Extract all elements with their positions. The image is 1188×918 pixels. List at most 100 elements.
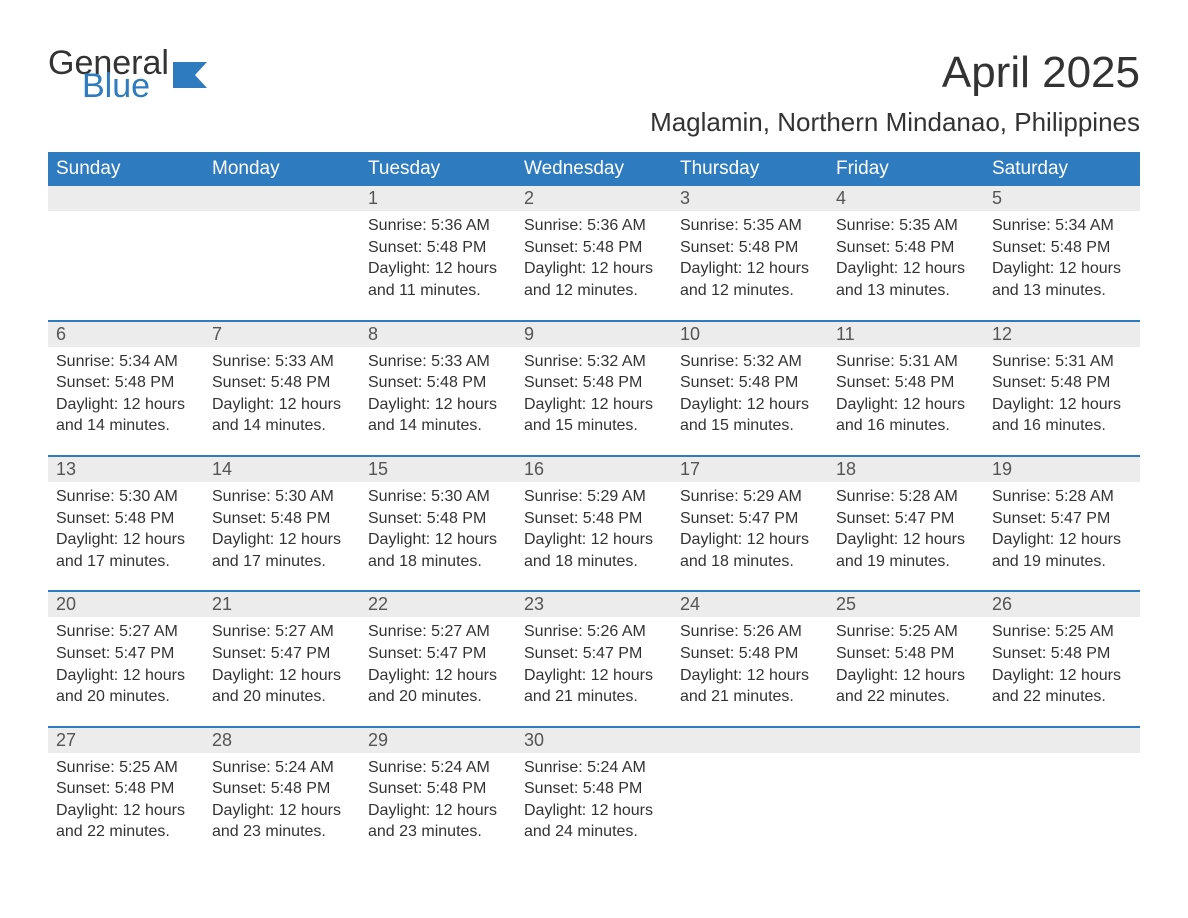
sunset-line: Sunset: 5:47 PM bbox=[56, 643, 196, 665]
sunset-line: Sunset: 5:48 PM bbox=[368, 778, 508, 800]
sunrise-line: Sunrise: 5:28 AM bbox=[992, 486, 1132, 508]
day-info: Sunrise: 5:26 AMSunset: 5:47 PMDaylight:… bbox=[516, 617, 672, 707]
sunrise-line: Sunrise: 5:24 AM bbox=[212, 757, 352, 779]
calendar-cell bbox=[828, 728, 984, 843]
day-header-cell: Monday bbox=[204, 152, 360, 186]
calendar-cell: 21Sunrise: 5:27 AMSunset: 5:47 PMDayligh… bbox=[204, 592, 360, 707]
day-info: Sunrise: 5:30 AMSunset: 5:48 PMDaylight:… bbox=[360, 482, 516, 572]
sunset-line: Sunset: 5:48 PM bbox=[212, 508, 352, 530]
daylight-line-2: and 23 minutes. bbox=[368, 821, 508, 843]
daylight-line-2: and 17 minutes. bbox=[212, 551, 352, 573]
date-number bbox=[828, 728, 984, 753]
day-info: Sunrise: 5:24 AMSunset: 5:48 PMDaylight:… bbox=[360, 753, 516, 843]
daylight-line-1: Daylight: 12 hours bbox=[56, 529, 196, 551]
sunset-line: Sunset: 5:47 PM bbox=[992, 508, 1132, 530]
daylight-line-2: and 15 minutes. bbox=[680, 415, 820, 437]
date-number: 2 bbox=[516, 186, 672, 211]
sunset-line: Sunset: 5:47 PM bbox=[836, 508, 976, 530]
calendar-cell: 4Sunrise: 5:35 AMSunset: 5:48 PMDaylight… bbox=[828, 186, 984, 301]
sunrise-line: Sunrise: 5:34 AM bbox=[992, 215, 1132, 237]
sunrise-line: Sunrise: 5:24 AM bbox=[524, 757, 664, 779]
sunrise-line: Sunrise: 5:25 AM bbox=[56, 757, 196, 779]
calendar-cell: 27Sunrise: 5:25 AMSunset: 5:48 PMDayligh… bbox=[48, 728, 204, 843]
daylight-line-1: Daylight: 12 hours bbox=[524, 258, 664, 280]
sunset-line: Sunset: 5:48 PM bbox=[680, 237, 820, 259]
sunset-line: Sunset: 5:48 PM bbox=[212, 372, 352, 394]
date-number bbox=[204, 186, 360, 211]
date-number: 10 bbox=[672, 322, 828, 347]
day-info: Sunrise: 5:25 AMSunset: 5:48 PMDaylight:… bbox=[984, 617, 1140, 707]
daylight-line-1: Daylight: 12 hours bbox=[212, 529, 352, 551]
sunrise-line: Sunrise: 5:25 AM bbox=[836, 621, 976, 643]
sunset-line: Sunset: 5:48 PM bbox=[56, 372, 196, 394]
sunrise-line: Sunrise: 5:26 AM bbox=[524, 621, 664, 643]
day-info: Sunrise: 5:25 AMSunset: 5:48 PMDaylight:… bbox=[828, 617, 984, 707]
brand-logo: General Blue bbox=[48, 48, 207, 101]
date-number: 5 bbox=[984, 186, 1140, 211]
calendar-cell: 17Sunrise: 5:29 AMSunset: 5:47 PMDayligh… bbox=[672, 457, 828, 572]
sunset-line: Sunset: 5:48 PM bbox=[836, 372, 976, 394]
daylight-line-2: and 24 minutes. bbox=[524, 821, 664, 843]
date-number: 13 bbox=[48, 457, 204, 482]
daylight-line-2: and 19 minutes. bbox=[992, 551, 1132, 573]
day-info: Sunrise: 5:30 AMSunset: 5:48 PMDaylight:… bbox=[204, 482, 360, 572]
day-header-cell: Tuesday bbox=[360, 152, 516, 186]
calendar-cell: 16Sunrise: 5:29 AMSunset: 5:48 PMDayligh… bbox=[516, 457, 672, 572]
daylight-line-1: Daylight: 12 hours bbox=[836, 665, 976, 687]
sunset-line: Sunset: 5:48 PM bbox=[368, 508, 508, 530]
daylight-line-1: Daylight: 12 hours bbox=[368, 394, 508, 416]
daylight-line-2: and 18 minutes. bbox=[524, 551, 664, 573]
daylight-line-1: Daylight: 12 hours bbox=[368, 665, 508, 687]
day-info: Sunrise: 5:36 AMSunset: 5:48 PMDaylight:… bbox=[360, 211, 516, 301]
daylight-line-1: Daylight: 12 hours bbox=[56, 394, 196, 416]
daylight-line-2: and 18 minutes. bbox=[680, 551, 820, 573]
date-number: 19 bbox=[984, 457, 1140, 482]
day-header-cell: Saturday bbox=[984, 152, 1140, 186]
day-info: Sunrise: 5:30 AMSunset: 5:48 PMDaylight:… bbox=[48, 482, 204, 572]
daylight-line-2: and 12 minutes. bbox=[524, 280, 664, 302]
calendar-cell: 18Sunrise: 5:28 AMSunset: 5:47 PMDayligh… bbox=[828, 457, 984, 572]
daylight-line-1: Daylight: 12 hours bbox=[992, 529, 1132, 551]
daylight-line-2: and 15 minutes. bbox=[524, 415, 664, 437]
calendar-week: 20Sunrise: 5:27 AMSunset: 5:47 PMDayligh… bbox=[48, 590, 1140, 707]
sunrise-line: Sunrise: 5:36 AM bbox=[524, 215, 664, 237]
sunset-line: Sunset: 5:47 PM bbox=[368, 643, 508, 665]
sunset-line: Sunset: 5:47 PM bbox=[524, 643, 664, 665]
sunrise-line: Sunrise: 5:31 AM bbox=[836, 351, 976, 373]
daylight-line-1: Daylight: 12 hours bbox=[680, 665, 820, 687]
calendar-cell: 29Sunrise: 5:24 AMSunset: 5:48 PMDayligh… bbox=[360, 728, 516, 843]
date-number: 12 bbox=[984, 322, 1140, 347]
daylight-line-1: Daylight: 12 hours bbox=[680, 394, 820, 416]
sunrise-line: Sunrise: 5:30 AM bbox=[212, 486, 352, 508]
calendar-cell: 9Sunrise: 5:32 AMSunset: 5:48 PMDaylight… bbox=[516, 322, 672, 437]
date-number: 22 bbox=[360, 592, 516, 617]
calendar-cell bbox=[672, 728, 828, 843]
sunset-line: Sunset: 5:47 PM bbox=[212, 643, 352, 665]
calendar-cell bbox=[204, 186, 360, 301]
daylight-line-2: and 23 minutes. bbox=[212, 821, 352, 843]
sunset-line: Sunset: 5:47 PM bbox=[680, 508, 820, 530]
date-number: 28 bbox=[204, 728, 360, 753]
daylight-line-2: and 16 minutes. bbox=[992, 415, 1132, 437]
daylight-line-1: Daylight: 12 hours bbox=[212, 800, 352, 822]
calendar-cell: 26Sunrise: 5:25 AMSunset: 5:48 PMDayligh… bbox=[984, 592, 1140, 707]
calendar-cell: 7Sunrise: 5:33 AMSunset: 5:48 PMDaylight… bbox=[204, 322, 360, 437]
daylight-line-2: and 14 minutes. bbox=[212, 415, 352, 437]
sunrise-line: Sunrise: 5:26 AM bbox=[680, 621, 820, 643]
daylight-line-1: Daylight: 12 hours bbox=[836, 258, 976, 280]
daylight-line-1: Daylight: 12 hours bbox=[212, 394, 352, 416]
daylight-line-2: and 22 minutes. bbox=[836, 686, 976, 708]
date-number: 25 bbox=[828, 592, 984, 617]
date-number: 8 bbox=[360, 322, 516, 347]
day-info: Sunrise: 5:31 AMSunset: 5:48 PMDaylight:… bbox=[984, 347, 1140, 437]
daylight-line-2: and 19 minutes. bbox=[836, 551, 976, 573]
daylight-line-1: Daylight: 12 hours bbox=[680, 529, 820, 551]
daylight-line-2: and 11 minutes. bbox=[368, 280, 508, 302]
date-number: 24 bbox=[672, 592, 828, 617]
daylight-line-2: and 20 minutes. bbox=[368, 686, 508, 708]
daylight-line-1: Daylight: 12 hours bbox=[524, 665, 664, 687]
day-info: Sunrise: 5:27 AMSunset: 5:47 PMDaylight:… bbox=[360, 617, 516, 707]
day-info: Sunrise: 5:28 AMSunset: 5:47 PMDaylight:… bbox=[984, 482, 1140, 572]
calendar-grid: SundayMondayTuesdayWednesdayThursdayFrid… bbox=[48, 152, 1140, 843]
daylight-line-1: Daylight: 12 hours bbox=[992, 258, 1132, 280]
